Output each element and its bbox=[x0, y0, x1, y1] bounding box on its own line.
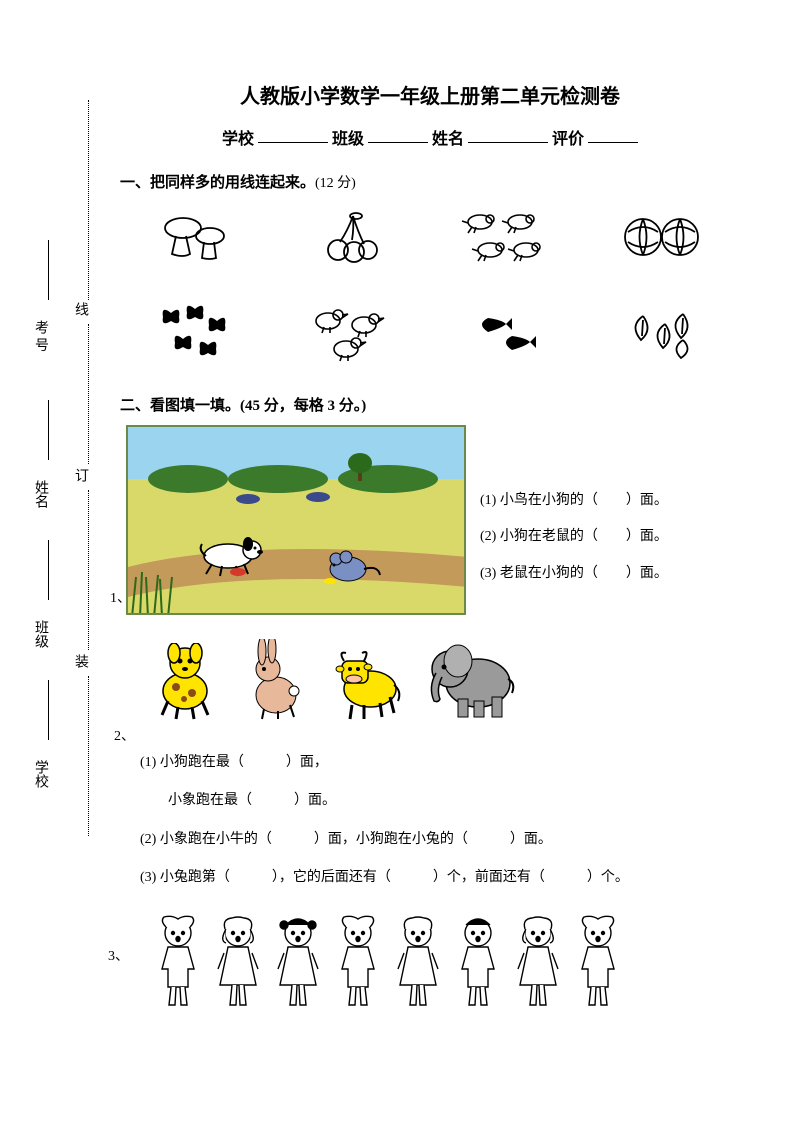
kid-icon bbox=[450, 915, 506, 1009]
kid-icon bbox=[270, 915, 326, 1009]
scene-image bbox=[126, 425, 466, 615]
q1-line-3: (3) 老鼠在小狗的（ ）面。 bbox=[480, 556, 668, 592]
blank-school[interactable] bbox=[258, 125, 328, 143]
q2-line-2: (2) 小象跑在小牛的（ ）面，小狗跑在小兔的（ ）面。 bbox=[140, 822, 740, 858]
q2-line-3: (3) 小兔跑第（ ），它的后面还有（ ）个，前面还有（ ）个。 bbox=[140, 860, 740, 896]
label-class: 班级 bbox=[332, 125, 364, 149]
kid-icon bbox=[510, 915, 566, 1009]
label-school: 学校 bbox=[222, 125, 254, 149]
blank-class[interactable] bbox=[368, 125, 428, 143]
blank-name[interactable] bbox=[468, 125, 548, 143]
section-2-points: (45 分，每格 3 分。) bbox=[240, 398, 366, 414]
kid-icon bbox=[330, 915, 386, 1009]
q1-line-1: (1) 小鸟在小狗的（ ）面。 bbox=[480, 483, 668, 519]
dog-icon bbox=[150, 643, 220, 721]
side-labels: 学校 班级 姓名 考 号 bbox=[30, 120, 60, 820]
q2-line-1a: (1) 小狗跑在最（ ）面， bbox=[140, 745, 740, 781]
info-line: 学校 班级 姓名 评价 bbox=[120, 125, 740, 149]
balls-icon bbox=[608, 202, 718, 272]
side-name: 姓名 bbox=[30, 480, 50, 508]
rabbit-icon bbox=[238, 639, 308, 721]
section-2-head: 二、看图填一填。(45 分，每格 3 分。) bbox=[120, 394, 740, 415]
section-1-title: 一、把同样多的用线连起来。 bbox=[120, 175, 315, 191]
leaves-icon bbox=[608, 298, 718, 368]
cow-icon bbox=[326, 641, 406, 721]
question-2: 2、 bbox=[120, 637, 740, 745]
animals-row bbox=[150, 637, 740, 721]
kid-icon bbox=[570, 915, 626, 1009]
section-2-title: 二、看图填一填。 bbox=[120, 398, 240, 414]
q2-lines: (1) 小狗跑在最（ ）面， 小象跑在最（ ）面。 (2) 小象跑在小牛的（ ）… bbox=[140, 745, 740, 897]
side-school: 学校 bbox=[30, 760, 50, 788]
label-name: 姓名 bbox=[432, 125, 464, 149]
kids-row bbox=[150, 915, 740, 1009]
question-3: 3、 bbox=[120, 915, 740, 1009]
q1-lines: (1) 小鸟在小狗的（ ）面。 (2) 小狗在老鼠的（ ）面。 (3) 老鼠在小… bbox=[480, 483, 668, 592]
section-1-points: (12 分) bbox=[315, 176, 356, 191]
section-1-head: 一、把同样多的用线连起来。(12 分) bbox=[120, 171, 740, 192]
side-class: 班级 bbox=[30, 620, 50, 648]
kid-icon bbox=[150, 915, 206, 1009]
binding-label: 订 bbox=[70, 466, 90, 492]
match-row-1 bbox=[120, 202, 740, 272]
page-title: 人教版小学数学一年级上册第二单元检测卷 bbox=[120, 80, 740, 109]
q1-line-2: (2) 小狗在老鼠的（ ）面。 bbox=[480, 519, 668, 555]
binding-label: 线 bbox=[70, 300, 90, 326]
elephant-icon bbox=[424, 637, 520, 721]
ducks-icon bbox=[298, 298, 408, 368]
blank-grade[interactable] bbox=[588, 125, 638, 143]
binding-label: 装 bbox=[70, 652, 90, 678]
question-1: 1、 bbox=[120, 425, 740, 615]
kid-icon bbox=[390, 915, 446, 1009]
cherries-icon bbox=[298, 202, 408, 272]
kid-icon bbox=[210, 915, 266, 1009]
match-row-2 bbox=[120, 298, 740, 368]
mushrooms-icon bbox=[143, 202, 253, 272]
birds-icon bbox=[453, 202, 563, 272]
q2-line-1b: 小象跑在最（ ）面。 bbox=[140, 783, 740, 819]
butterflies-icon bbox=[143, 298, 253, 368]
binding-margin: 线 订 装 bbox=[70, 100, 106, 840]
label-grade: 评价 bbox=[552, 125, 584, 149]
fish-icon bbox=[453, 298, 563, 368]
q2-number: 2、 bbox=[114, 729, 135, 744]
side-exam: 考 号 bbox=[30, 320, 50, 352]
q3-number: 3、 bbox=[108, 945, 129, 965]
